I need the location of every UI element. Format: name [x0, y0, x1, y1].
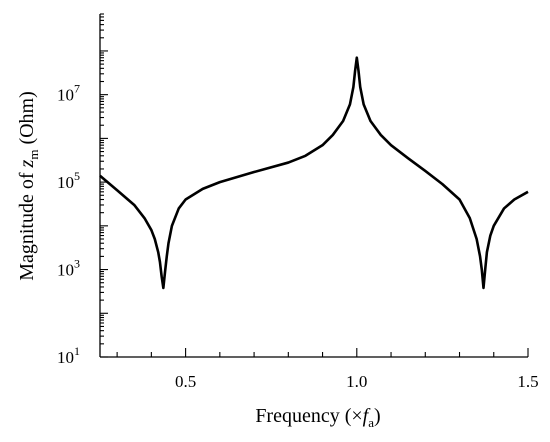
y-tick-label: 101 — [57, 344, 80, 367]
x-tick-label: 0.5 — [175, 372, 196, 391]
ticks — [100, 13, 529, 358]
y-tick-label: 105 — [57, 169, 80, 192]
series — [99, 56, 529, 290]
y-axis-label: Magnitude of zm (Ohm) — [16, 91, 41, 281]
y-tick-label: 107 — [57, 82, 80, 105]
x-tick-label: 1.5 — [517, 372, 538, 391]
tick-labels: 0.5 1.0 1.5 101 103 105 107 — [57, 82, 539, 391]
y-tick-label: 103 — [57, 257, 80, 280]
axes — [99, 14, 528, 358]
x-tick-label: 1.0 — [346, 372, 367, 391]
x-axis-label: Frequency (×fa) — [255, 405, 380, 430]
impedance-curve — [99, 56, 529, 290]
